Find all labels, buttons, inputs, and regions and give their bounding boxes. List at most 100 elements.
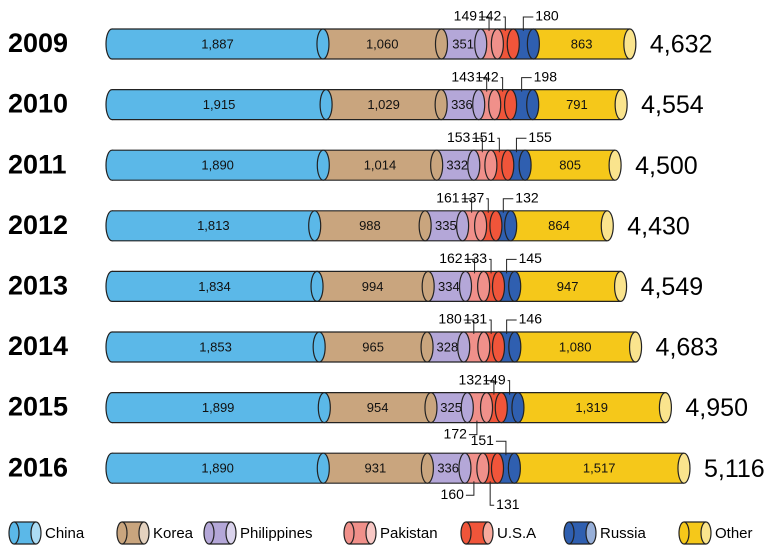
cap (511, 392, 525, 424)
cap (677, 452, 691, 484)
legend-cap (138, 521, 150, 545)
cap (456, 210, 470, 242)
total-label: 5,116 (704, 455, 765, 483)
legend-label: Philippines (240, 525, 313, 542)
total-label: 4,632 (650, 31, 713, 59)
cap (418, 210, 432, 242)
cap (504, 210, 518, 242)
cap (434, 28, 449, 60)
leader (522, 16, 534, 31)
cap (472, 88, 486, 121)
cap (491, 270, 506, 302)
cap (526, 88, 540, 121)
value-label: 351 (452, 36, 474, 51)
segment (112, 89, 327, 120)
value-label: 162 (439, 250, 463, 266)
legend-cap (700, 521, 712, 545)
value-label: 131 (464, 311, 488, 327)
legend-swatch (122, 522, 144, 544)
cap (316, 28, 330, 60)
value-label: 1,060 (366, 36, 399, 51)
legend-swatch (14, 522, 36, 544)
cap (608, 149, 622, 181)
cap (430, 149, 444, 181)
legend-label: China (45, 525, 85, 542)
value-label: 965 (362, 339, 384, 354)
legend-swatch (569, 522, 591, 544)
leader (483, 380, 495, 395)
cap (316, 149, 330, 181)
value-label: 149 (482, 371, 506, 387)
legend-cap (203, 521, 215, 545)
segment (533, 29, 630, 59)
legend-label: U.S.A (497, 525, 536, 542)
value-label: 791 (566, 97, 588, 112)
segment (323, 150, 437, 181)
segment (112, 392, 325, 423)
leader (497, 137, 500, 153)
segment (532, 89, 622, 120)
value-label: 864 (548, 218, 570, 233)
value-label: 1,517 (583, 461, 616, 476)
value-label: 137 (461, 190, 485, 206)
leader (506, 319, 517, 334)
cap (508, 331, 522, 363)
segment (317, 271, 429, 302)
leader (507, 380, 511, 395)
leader (463, 319, 475, 334)
leader (489, 481, 495, 506)
cap (489, 210, 503, 242)
cap (488, 88, 502, 121)
value-label: 1,899 (202, 400, 235, 415)
cap (507, 452, 521, 484)
leader (464, 258, 476, 274)
cap (316, 452, 330, 484)
value-label: 947 (557, 279, 579, 294)
leader (461, 198, 473, 213)
segment (319, 332, 428, 362)
cap (424, 392, 438, 424)
segment (517, 392, 666, 423)
cap (623, 28, 637, 60)
segment (112, 150, 324, 181)
legend-label: Korea (153, 525, 194, 542)
value-label: 805 (559, 158, 581, 173)
segment (314, 210, 426, 241)
cap (501, 149, 515, 181)
value-label: 1,853 (199, 339, 232, 354)
value-label: 142 (478, 8, 502, 24)
value-label: 151 (471, 432, 495, 448)
year-label: 2015 (8, 392, 68, 422)
legend-cap (365, 521, 377, 545)
value-label: 146 (519, 311, 543, 327)
total-label: 4,950 (685, 394, 748, 422)
year-label: 2014 (8, 331, 68, 361)
cap (317, 392, 331, 424)
value-label: 180 (438, 311, 462, 327)
value-label: 1,834 (198, 279, 231, 294)
legend-swatch (466, 522, 488, 544)
value-label: 336 (437, 461, 459, 476)
value-label: 325 (440, 400, 462, 415)
cap (526, 28, 540, 60)
value-label: 1,915 (203, 97, 236, 112)
value-label: 153 (447, 129, 471, 145)
legend-cap (678, 521, 690, 545)
segment (510, 210, 608, 241)
leader (500, 77, 504, 92)
legend-cap (585, 521, 597, 545)
cap (457, 331, 471, 363)
total-label: 4,549 (641, 273, 704, 301)
segment (323, 453, 428, 484)
leader (521, 77, 532, 92)
cap (310, 270, 324, 302)
value-label: 180 (535, 8, 559, 24)
year-label: 2013 (8, 271, 68, 301)
leader (503, 16, 506, 31)
cap (628, 331, 643, 363)
cap (494, 392, 508, 424)
segment (326, 89, 442, 120)
legend-swatch (209, 522, 231, 544)
value-label: 172 (444, 425, 468, 441)
value-label: 863 (571, 36, 593, 51)
